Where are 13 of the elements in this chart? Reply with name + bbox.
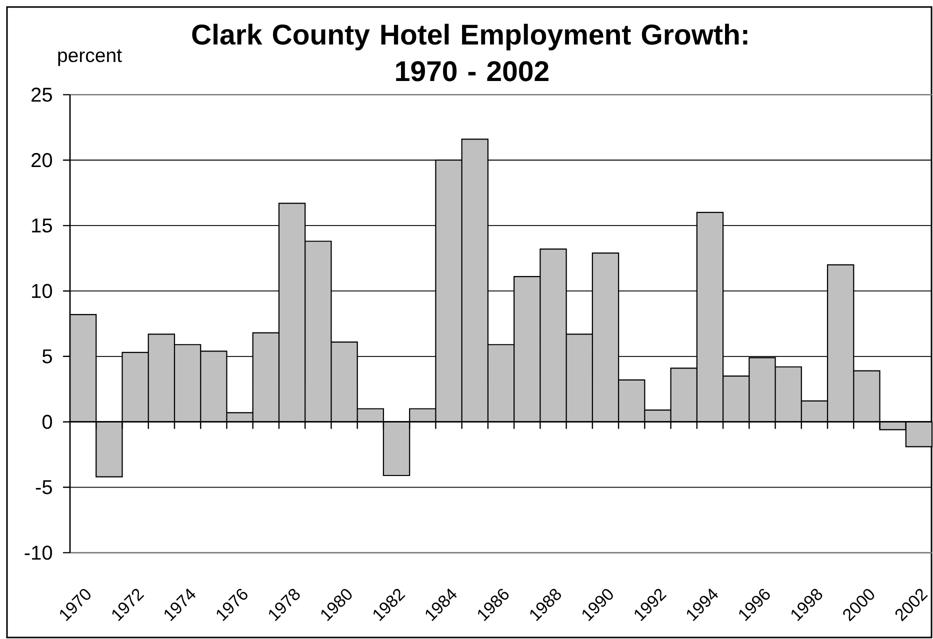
y-tick-label: 0 xyxy=(42,414,52,429)
bar xyxy=(69,314,97,422)
y-tick-label: 10 xyxy=(32,284,52,298)
y-axis-title: percent xyxy=(58,49,122,66)
y-tick-label: 5 xyxy=(42,349,52,364)
bar xyxy=(96,421,123,478)
chart-title: Clark County Hotel Employment Growth: 1970 - 2002 xyxy=(192,24,748,82)
bar xyxy=(382,421,410,476)
y-tick-label: 15 xyxy=(32,218,52,233)
y-tick-label: -5 xyxy=(36,480,52,494)
y-tick-label: -10 xyxy=(24,546,52,560)
y-tick-label: 25 xyxy=(32,88,52,102)
y-tick-label: 20 xyxy=(32,153,52,168)
